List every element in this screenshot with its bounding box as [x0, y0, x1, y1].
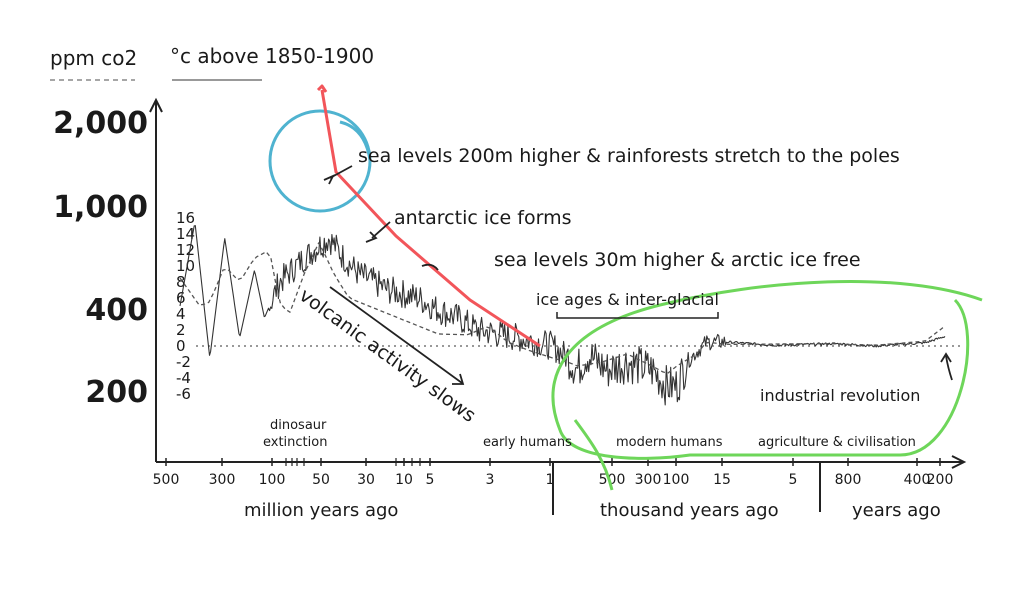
x-tick-label: 5 [789, 472, 798, 488]
x-tick-label: 500 [599, 472, 626, 488]
co2-tick-labels: 2,000 1,000 400 200 [53, 106, 148, 410]
warm-period-highlight-circle [268, 109, 372, 213]
temperature-tick-label: -4 [176, 369, 191, 387]
x-axis-arrow [951, 455, 967, 469]
x-tick-label: 30 [357, 472, 375, 488]
era-label-modern-humans: modern humans [616, 435, 723, 450]
x-group-label-million-years: million years ago [244, 500, 398, 521]
temperature-tick-label: 6 [176, 289, 186, 307]
x-group-label-thousand-years: thousand years ago [600, 500, 779, 521]
co2-tick-label: 1,000 [53, 190, 148, 225]
temperature-tick-label: 8 [176, 273, 186, 291]
era-label-dinosaur: dinosaur extinction [263, 418, 331, 450]
era-label-early-humans: early humans [483, 435, 572, 450]
temperature-tick-label: -2 [176, 353, 191, 371]
annotation-volcanic-activity: volcanic activity slows [295, 284, 480, 427]
cooling-trend-highlight [316, 84, 541, 348]
co2-unit-label: ppm co2 [50, 46, 137, 70]
era-label-dinosaur-line-1: dinosaur [270, 418, 327, 433]
ice-ages-bracket [556, 312, 719, 319]
annotation-arrowhead-industrial-revolution [940, 352, 952, 363]
recent-period-highlight-loop [551, 280, 983, 460]
x-tick-label: 3 [486, 472, 495, 488]
annotation-arrow-antarctic-ice [371, 221, 391, 239]
co2-tick-label: 200 [85, 375, 148, 410]
era-label-agriculture: agriculture & civilisation [758, 435, 916, 450]
warm-period-highlight-flourish [339, 120, 372, 161]
co2-tick-label: 2,000 [53, 106, 148, 141]
x-tick-label: 5 [426, 472, 435, 488]
x-group-label-years: years ago [852, 500, 941, 521]
x-tick-label: 400 [904, 472, 931, 488]
annotation-antarctic-ice: antarctic ice forms [394, 207, 572, 229]
temperature-tick-label: 0 [176, 337, 186, 355]
annotation-sea-levels-200m: sea levels 200m higher & rainforests str… [358, 145, 900, 167]
x-tick-label: 15 [713, 472, 731, 488]
x-tick-label: 300 [635, 472, 662, 488]
x-tick-label: 500 [153, 472, 180, 488]
temperature-tick-label: 4 [176, 305, 186, 323]
x-tick-label: 200 [927, 472, 954, 488]
x-tick-label: 100 [663, 472, 690, 488]
annotation-industrial-revolution: industrial revolution [760, 386, 920, 405]
temperature-tick-label: 14 [176, 225, 195, 243]
temperature-tick-label: -6 [176, 385, 191, 403]
temperature-tick-label: 16 [176, 209, 195, 227]
annotation-arrow-sea-levels-30m [421, 263, 439, 271]
co2-tick-label: 400 [85, 293, 148, 328]
x-tick-label: 100 [259, 472, 286, 488]
x-tick-label: 300 [209, 472, 236, 488]
annotation-arrowhead-volcanic-activity [452, 373, 465, 385]
x-tick-label: 1 [546, 472, 555, 488]
temperature-tick-label: 2 [176, 321, 186, 339]
annotation-arrow-volcanic-activity [329, 286, 463, 384]
y-axis-arrow [149, 97, 163, 113]
recent-period-highlight-tail [573, 419, 614, 491]
x-tick-label: 800 [835, 472, 862, 488]
temperature-unit-label: °c above 1850-1900 [170, 44, 374, 68]
temperature-tick-label: 10 [176, 257, 195, 275]
era-label-dinosaur-line-2: extinction [263, 435, 327, 450]
x-tick-label: 10 [395, 472, 413, 488]
annotation-ice-ages: ice ages & inter-glacial [536, 290, 719, 309]
annotation-arrowhead-sea-levels-200m [323, 174, 335, 185]
x-tick-label: 50 [312, 472, 330, 488]
annotation-sea-levels-30m: sea levels 30m higher & arctic ice free [494, 249, 861, 271]
annotation-arrowhead-antarctic-ice [365, 231, 378, 243]
annotation-arrow-industrial-revolution [945, 355, 953, 381]
